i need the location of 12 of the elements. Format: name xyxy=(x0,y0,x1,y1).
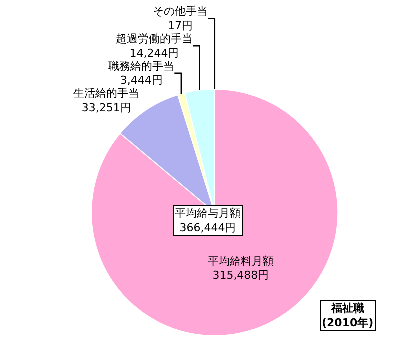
data-label: 17円 xyxy=(168,19,194,32)
text: 福祉職 (2010年) xyxy=(322,302,374,330)
data-label: 33,251円 xyxy=(82,101,132,114)
data-label: 3,444円 xyxy=(120,74,163,88)
slice-label: 生活給的手当 xyxy=(74,87,140,100)
slice-label: 職務給的手当 xyxy=(108,60,175,73)
text: 平均給与月額 366,444円 xyxy=(175,207,241,234)
slice-label: 超過労働的手当 xyxy=(116,32,193,46)
slice-label: 平均給料月額 xyxy=(208,254,274,268)
data-label: 14,244円 xyxy=(130,46,180,60)
slice-label: その他手当 xyxy=(153,5,208,18)
data-label: 315,488円 xyxy=(212,269,270,282)
